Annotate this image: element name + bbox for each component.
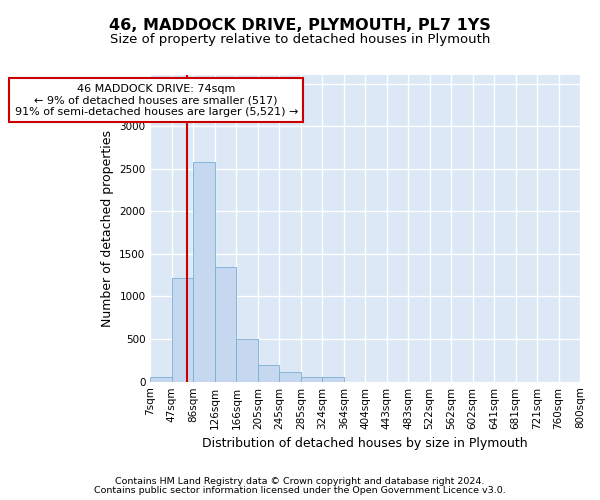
Bar	[322, 378, 344, 382]
Text: Contains HM Land Registry data © Crown copyright and database right 2024.: Contains HM Land Registry data © Crown c…	[115, 477, 485, 486]
Bar	[301, 377, 322, 382]
Bar	[193, 162, 215, 382]
Text: 46, MADDOCK DRIVE, PLYMOUTH, PL7 1YS: 46, MADDOCK DRIVE, PLYMOUTH, PL7 1YS	[109, 18, 491, 32]
Bar	[279, 372, 301, 382]
Y-axis label: Number of detached properties: Number of detached properties	[101, 130, 114, 327]
Bar	[151, 378, 172, 382]
Bar	[172, 278, 193, 382]
Bar	[258, 364, 279, 382]
Text: Contains public sector information licensed under the Open Government Licence v3: Contains public sector information licen…	[94, 486, 506, 495]
Text: 46 MADDOCK DRIVE: 74sqm
← 9% of detached houses are smaller (517)
91% of semi-de: 46 MADDOCK DRIVE: 74sqm ← 9% of detached…	[14, 84, 298, 116]
Text: Size of property relative to detached houses in Plymouth: Size of property relative to detached ho…	[110, 32, 490, 46]
X-axis label: Distribution of detached houses by size in Plymouth: Distribution of detached houses by size …	[202, 437, 528, 450]
Bar	[236, 339, 258, 382]
Bar	[215, 266, 236, 382]
